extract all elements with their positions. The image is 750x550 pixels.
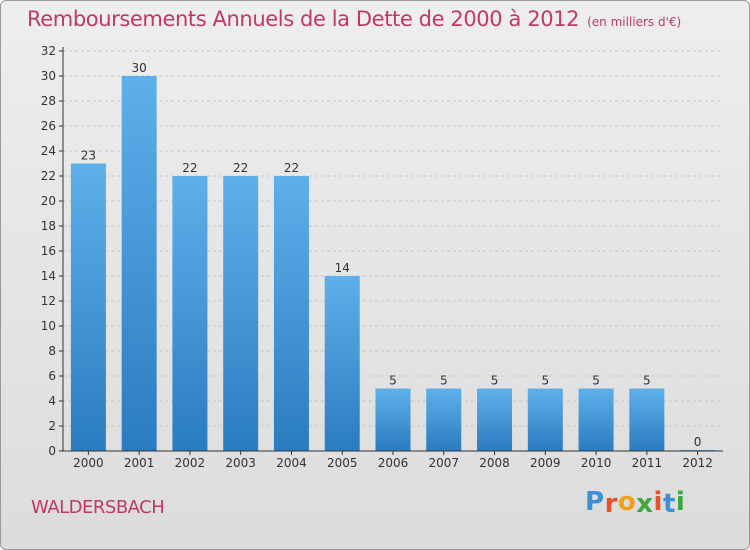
y-tick-label: 10	[41, 319, 56, 333]
x-tick-label-2010: 2010	[581, 456, 612, 470]
value-label-2006: 5	[389, 374, 397, 388]
y-tick-label: 4	[48, 394, 56, 408]
bar-2005	[324, 276, 360, 451]
grid-lines	[63, 50, 723, 427]
y-tick-label: 18	[41, 219, 56, 233]
x-tick-label-2012: 2012	[682, 456, 713, 470]
value-label-2011: 5	[643, 374, 651, 388]
y-tick-label: 14	[41, 269, 56, 283]
commune-name: WALDERSBACH	[31, 497, 165, 518]
chart-title: Remboursements Annuels de la Dette de 20…	[27, 7, 681, 31]
value-label-2001: 30	[132, 61, 147, 75]
x-tick-label-2009: 2009	[530, 456, 561, 470]
bar-2004	[273, 176, 309, 451]
x-tick-label-2002: 2002	[175, 456, 206, 470]
x-tick-label-2004: 2004	[276, 456, 307, 470]
y-tick-label: 2	[48, 419, 56, 433]
bar-2006	[375, 388, 411, 451]
y-tick-label: 24	[41, 144, 56, 158]
value-label-2007: 5	[440, 374, 448, 388]
y-tick-label: 6	[48, 369, 56, 383]
labels: 0246810121416182022242628303223200030200…	[41, 44, 713, 470]
unit-note: (en milliers d'€)	[587, 15, 682, 29]
y-tick-label: 16	[41, 244, 56, 258]
bar-2003	[223, 176, 259, 451]
y-tick-label: 26	[41, 119, 56, 133]
value-label-2003: 22	[233, 161, 248, 175]
y-tick-label: 20	[41, 194, 56, 208]
x-tick-label-2003: 2003	[225, 456, 256, 470]
y-tick-label: 22	[41, 169, 56, 183]
x-tick-label-2001: 2001	[124, 456, 155, 470]
value-label-2009: 5	[541, 374, 549, 388]
bar-2000	[70, 163, 106, 451]
x-tick-label-2007: 2007	[428, 456, 459, 470]
value-label-2000: 23	[81, 149, 96, 163]
x-tick-label-2006: 2006	[378, 456, 409, 470]
value-label-2010: 5	[592, 374, 600, 388]
bar-2011	[629, 388, 665, 451]
value-label-2008: 5	[491, 374, 499, 388]
bar-2007	[426, 388, 462, 451]
y-tick-label: 0	[48, 444, 56, 458]
value-label-2005: 14	[335, 261, 350, 275]
proxiti-logo: Proxiti	[585, 487, 686, 519]
bar-2010	[578, 388, 614, 451]
bar-2008	[477, 388, 513, 451]
value-label-2004: 22	[284, 161, 299, 175]
x-tick-label-2000: 2000	[73, 456, 104, 470]
x-tick-label-2008: 2008	[479, 456, 510, 470]
value-label-2012: 0	[694, 435, 702, 449]
y-tick-label: 12	[41, 294, 56, 308]
title-text: Remboursements Annuels de la Dette de 20…	[27, 7, 580, 31]
bar-2002	[172, 176, 208, 451]
x-tick-label-2005: 2005	[327, 456, 358, 470]
y-tick-label: 28	[41, 94, 56, 108]
y-tick-label: 30	[41, 69, 56, 83]
axes	[59, 47, 723, 455]
value-label-2002: 22	[182, 161, 197, 175]
bars	[70, 76, 716, 451]
x-tick-label-2011: 2011	[632, 456, 663, 470]
bar-2009	[527, 388, 563, 451]
y-tick-label: 32	[41, 44, 56, 58]
y-tick-label: 8	[48, 344, 56, 358]
bar-2001	[121, 76, 157, 451]
